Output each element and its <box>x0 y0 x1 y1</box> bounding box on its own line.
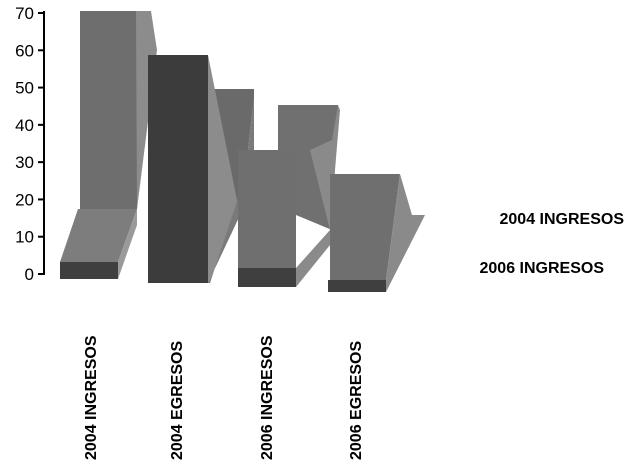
category-labels: 2004 INGRESOS 2004 EGRESOS 2006 INGRESOS 20… <box>83 335 365 460</box>
chart-surfaces <box>60 11 425 292</box>
front-series-dark-block <box>148 55 208 283</box>
front-series-left <box>60 209 137 262</box>
series-label: 2006 INGRESOS <box>480 260 605 277</box>
y-tick-label: 50 <box>15 79 34 98</box>
front-series-right <box>330 174 400 280</box>
y-axis: 0 10 20 30 40 50 60 70 <box>15 4 45 284</box>
front-series-right-base <box>328 280 386 292</box>
y-tick-label: 70 <box>15 4 34 23</box>
front-series-left-side <box>118 209 137 279</box>
series-label: 2004 INGRESOS <box>500 211 625 228</box>
category-label: 2006 INGRESOS <box>259 335 276 460</box>
category-label: 2004 EGRESOS <box>169 341 186 461</box>
category-label: 2006 EGRESOS <box>348 341 365 461</box>
y-tick-label: 30 <box>15 153 34 172</box>
series-labels: 2004 INGRESOS 2006 INGRESOS <box>480 211 625 277</box>
back-series-top-face <box>80 11 151 209</box>
y-tick-label: 0 <box>25 265 34 284</box>
y-tick-label: 60 <box>15 41 34 60</box>
front-series-right-side <box>386 174 425 292</box>
category-label: 2004 INGRESOS <box>83 335 100 460</box>
front-series-middle-side <box>296 230 330 287</box>
y-tick-label: 40 <box>15 116 34 135</box>
y-tick-label: 20 <box>15 190 34 209</box>
front-series-left-base <box>60 262 118 279</box>
front-series-middle <box>238 150 296 268</box>
front-series-middle-base <box>238 268 296 287</box>
y-tick-label: 10 <box>15 228 34 247</box>
